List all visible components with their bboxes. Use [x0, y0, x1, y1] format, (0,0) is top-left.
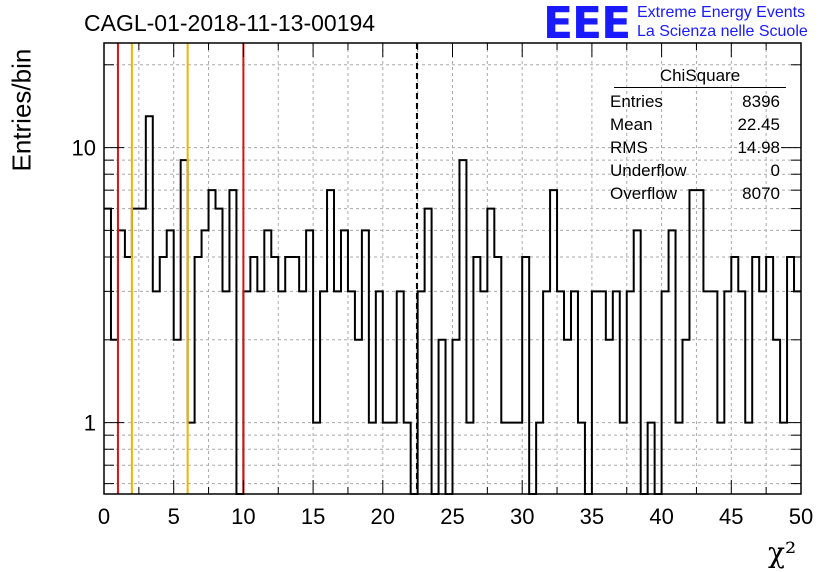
y-axis-label: Entries/bin — [6, 48, 37, 172]
y-tick-label: 10 — [72, 136, 96, 161]
x-tick-label: 20 — [371, 504, 395, 529]
stats-value: 22.45 — [737, 115, 780, 134]
x-tick-label: 5 — [168, 504, 180, 529]
stats-value: 14.98 — [737, 138, 780, 157]
x-tick-label: 15 — [301, 504, 325, 529]
y-tick-label: 1 — [84, 411, 96, 436]
histogram-plot — [104, 43, 801, 495]
x-tick-label: 0 — [98, 504, 110, 529]
eee-logo: EEE — [543, 0, 631, 49]
x-tick-label: 50 — [789, 504, 813, 529]
stats-label: RMS — [610, 138, 648, 157]
stats-row: Overflow 8070 — [610, 182, 780, 205]
x-tick-label: 40 — [649, 504, 673, 529]
chart-title: CAGL-01-2018-11-13-00194 — [84, 10, 376, 36]
x-axis-label: χ² — [768, 536, 797, 569]
stats-value: 8396 — [742, 92, 780, 111]
stats-row: RMS 14.98 — [610, 136, 780, 159]
stats-row: Entries 8396 — [610, 90, 780, 113]
logo-line-2: La Scienza nelle Scuole — [637, 23, 808, 40]
stats-label: Overflow — [610, 184, 678, 203]
axis-ticks: 0 5 10 15 20 25 30 35 40 45 50 1 10 — [72, 43, 813, 529]
x-tick-label: 45 — [719, 504, 743, 529]
logo-line-1: Extreme Energy Events — [637, 4, 806, 21]
stats-box: ChiSquare Entries 8396 Mean 22.45 RMS 14.98… — [610, 66, 786, 205]
stats-header: ChiSquare — [614, 66, 786, 88]
x-tick-label: 35 — [580, 504, 604, 529]
x-tick-label: 30 — [510, 504, 534, 529]
stats-label: Mean — [610, 115, 653, 134]
x-tick-label: 10 — [231, 504, 255, 529]
stats-value: 0 — [770, 161, 780, 180]
x-tick-label: 25 — [440, 504, 464, 529]
stats-label: Entries — [610, 92, 663, 111]
stats-row: Mean 22.45 — [610, 113, 780, 136]
stats-label: Underflow — [610, 161, 687, 180]
stats-row: Underflow 0 — [610, 159, 780, 182]
stats-value: 8070 — [742, 184, 780, 203]
